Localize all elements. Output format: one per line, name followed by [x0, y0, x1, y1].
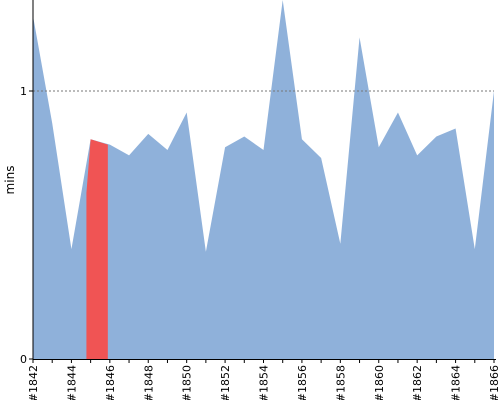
x-tick-label: #1858 — [334, 365, 347, 400]
y-tick-label: 1 — [20, 85, 27, 98]
x-tick-label: #1860 — [373, 365, 386, 400]
y-tick-labels: 01 — [20, 85, 33, 366]
duration-area — [33, 0, 494, 359]
x-tick-label: #1864 — [450, 365, 463, 400]
x-tick-label: #1846 — [104, 365, 117, 400]
y-axis-label: mins — [3, 166, 17, 195]
x-tick-label: #1848 — [142, 365, 155, 400]
x-tick-label: #1842 — [27, 365, 40, 400]
x-tick-label: #1844 — [65, 365, 78, 400]
x-tick-label: #1866 — [488, 365, 500, 400]
x-tick-label: #1862 — [411, 365, 424, 400]
highlighted-build-area — [86, 139, 108, 359]
x-tick-label: #1854 — [258, 365, 271, 400]
x-tick-label: #1852 — [219, 365, 232, 400]
x-tick-label: #1850 — [181, 365, 194, 400]
x-tick-labels: #1842 #1844 #1846 #1848 #1850 #1852 #1854 #1856… — [27, 359, 500, 400]
y-tick-label: 0 — [20, 353, 27, 366]
area-layer — [33, 0, 494, 359]
x-tick-label: #1856 — [296, 365, 309, 400]
